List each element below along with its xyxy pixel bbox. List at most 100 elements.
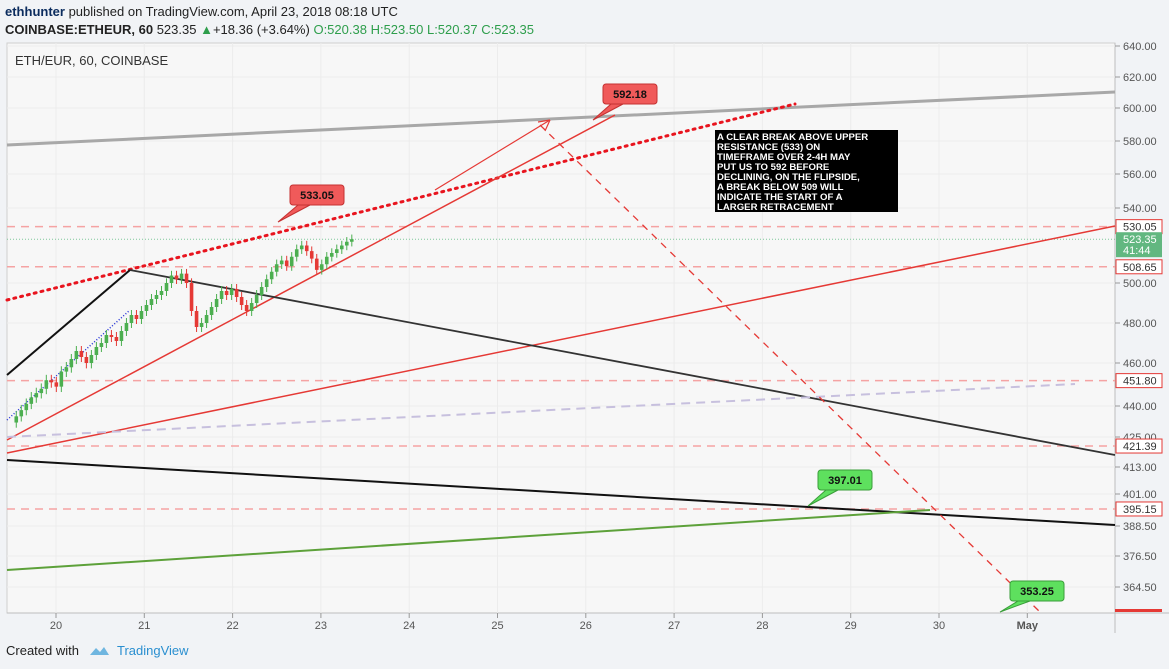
candle-body[interactable] (319, 264, 324, 270)
price-callout[interactable]: 533.05 (277, 184, 345, 223)
candle-body[interactable] (294, 249, 299, 257)
lavender-dashed-line[interactable] (6, 383, 1076, 438)
candle-body[interactable] (14, 416, 19, 423)
candle-body[interactable] (139, 311, 144, 319)
candle-body[interactable] (219, 291, 224, 299)
candle-body[interactable] (29, 397, 34, 404)
candle-body[interactable] (19, 410, 24, 417)
projection-arrow-shaft[interactable] (434, 119, 551, 191)
candle-body[interactable] (309, 251, 314, 259)
candle-body[interactable] (279, 260, 284, 265)
black-descending-line[interactable] (129, 269, 1116, 456)
candle-body[interactable] (44, 380, 49, 389)
red-trendline-steep[interactable] (6, 114, 616, 441)
candle-body[interactable] (109, 335, 114, 337)
candle-body[interactable] (269, 271, 274, 280)
candle-body[interactable] (54, 382, 59, 387)
candle-body[interactable] (99, 343, 104, 347)
candle-body[interactable] (259, 287, 264, 295)
candle-body[interactable] (149, 299, 154, 305)
candle-body[interactable] (199, 323, 204, 327)
candle-body[interactable] (254, 295, 259, 303)
candle-body[interactable] (74, 351, 79, 359)
black-impulse-line[interactable] (6, 269, 131, 376)
candle-body[interactable] (344, 241, 349, 246)
candle-body[interactable] (284, 260, 289, 267)
candle-body[interactable] (334, 249, 339, 253)
candle-body[interactable] (129, 315, 134, 323)
candle-body[interactable] (144, 305, 149, 311)
price-label-box (1116, 243, 1162, 258)
green-support-line[interactable] (6, 509, 931, 571)
candle-body[interactable] (174, 275, 179, 280)
candle-body[interactable] (134, 315, 139, 319)
candle-body[interactable] (274, 264, 279, 272)
candle-body[interactable] (169, 275, 174, 284)
candle-body[interactable] (239, 297, 244, 305)
candle-body[interactable] (79, 351, 84, 357)
upper-channel-line[interactable] (6, 90, 1116, 147)
candle-body[interactable] (224, 291, 229, 295)
candle-body[interactable] (299, 245, 304, 250)
candle-body[interactable] (104, 335, 109, 343)
candle-body[interactable] (119, 331, 124, 341)
candle-body[interactable] (289, 256, 294, 267)
candle-body[interactable] (184, 273, 189, 283)
candle-body[interactable] (214, 299, 219, 307)
author-name[interactable]: ethhunter (5, 4, 65, 19)
candle-body[interactable] (124, 323, 129, 331)
annotation-box[interactable]: A CLEAR BREAK ABOVE UPPER RESISTANCE (533… (715, 130, 898, 213)
candle-body[interactable] (159, 291, 164, 295)
y-tick-label: 580.00 (1123, 136, 1157, 148)
candle-body[interactable] (49, 380, 54, 383)
candle-body[interactable] (84, 357, 89, 363)
candle-body[interactable] (244, 305, 249, 311)
candle-body[interactable] (69, 359, 74, 368)
candle-body[interactable] (264, 279, 269, 287)
candle-body[interactable] (314, 258, 319, 270)
y-tick-label: 480.00 (1123, 318, 1157, 330)
price-callout[interactable]: 592.18 (592, 83, 658, 121)
up-arrow-icon: ▲ (200, 22, 213, 37)
candle-body[interactable] (154, 295, 159, 299)
candle-body[interactable] (179, 273, 184, 280)
red-trendline-long[interactable] (6, 225, 1116, 454)
blue-dotted-line[interactable] (6, 309, 131, 421)
candle-body[interactable] (249, 303, 254, 311)
candle-body[interactable] (94, 347, 99, 355)
candle-body[interactable] (114, 337, 119, 341)
candle-body[interactable] (59, 371, 64, 387)
candle-body[interactable] (350, 239, 354, 242)
candle-body[interactable] (234, 289, 239, 297)
price-axis-marker (1115, 609, 1162, 612)
candle-body[interactable] (339, 245, 344, 250)
x-tick-label: May (1017, 620, 1039, 632)
candle-body[interactable] (34, 393, 39, 398)
price-callout[interactable]: 353.25 (999, 580, 1065, 613)
candle-body[interactable] (324, 256, 329, 265)
black-lower-line[interactable] (6, 459, 1116, 526)
symbol: COINBASE:ETHEUR, 60 (5, 22, 154, 37)
published-text: published on TradingView.com, April 23, … (68, 4, 398, 19)
dotted-resistance-line[interactable] (5, 102, 797, 302)
callout-value: 397.01 (828, 475, 862, 487)
candle-body[interactable] (164, 283, 169, 291)
candle-body[interactable] (209, 307, 214, 315)
candle-body[interactable] (304, 245, 309, 252)
candle-body[interactable] (39, 388, 44, 394)
y-tick-label: 460.00 (1123, 358, 1157, 370)
candle-body[interactable] (89, 355, 94, 363)
ohlc-low: L:520.37 (426, 22, 478, 37)
price-label-box (1116, 232, 1162, 247)
tradingview-link[interactable]: TradingView (116, 643, 189, 658)
candle-body[interactable] (329, 253, 334, 257)
candle-body[interactable] (189, 283, 194, 311)
price-callout[interactable]: 397.01 (807, 469, 873, 507)
plot-area[interactable] (6, 42, 1116, 614)
candle-body[interactable] (24, 403, 29, 411)
candle-body[interactable] (229, 289, 234, 295)
candle-body[interactable] (194, 311, 199, 327)
candle-body[interactable] (64, 367, 69, 372)
candle-body[interactable] (204, 315, 209, 323)
